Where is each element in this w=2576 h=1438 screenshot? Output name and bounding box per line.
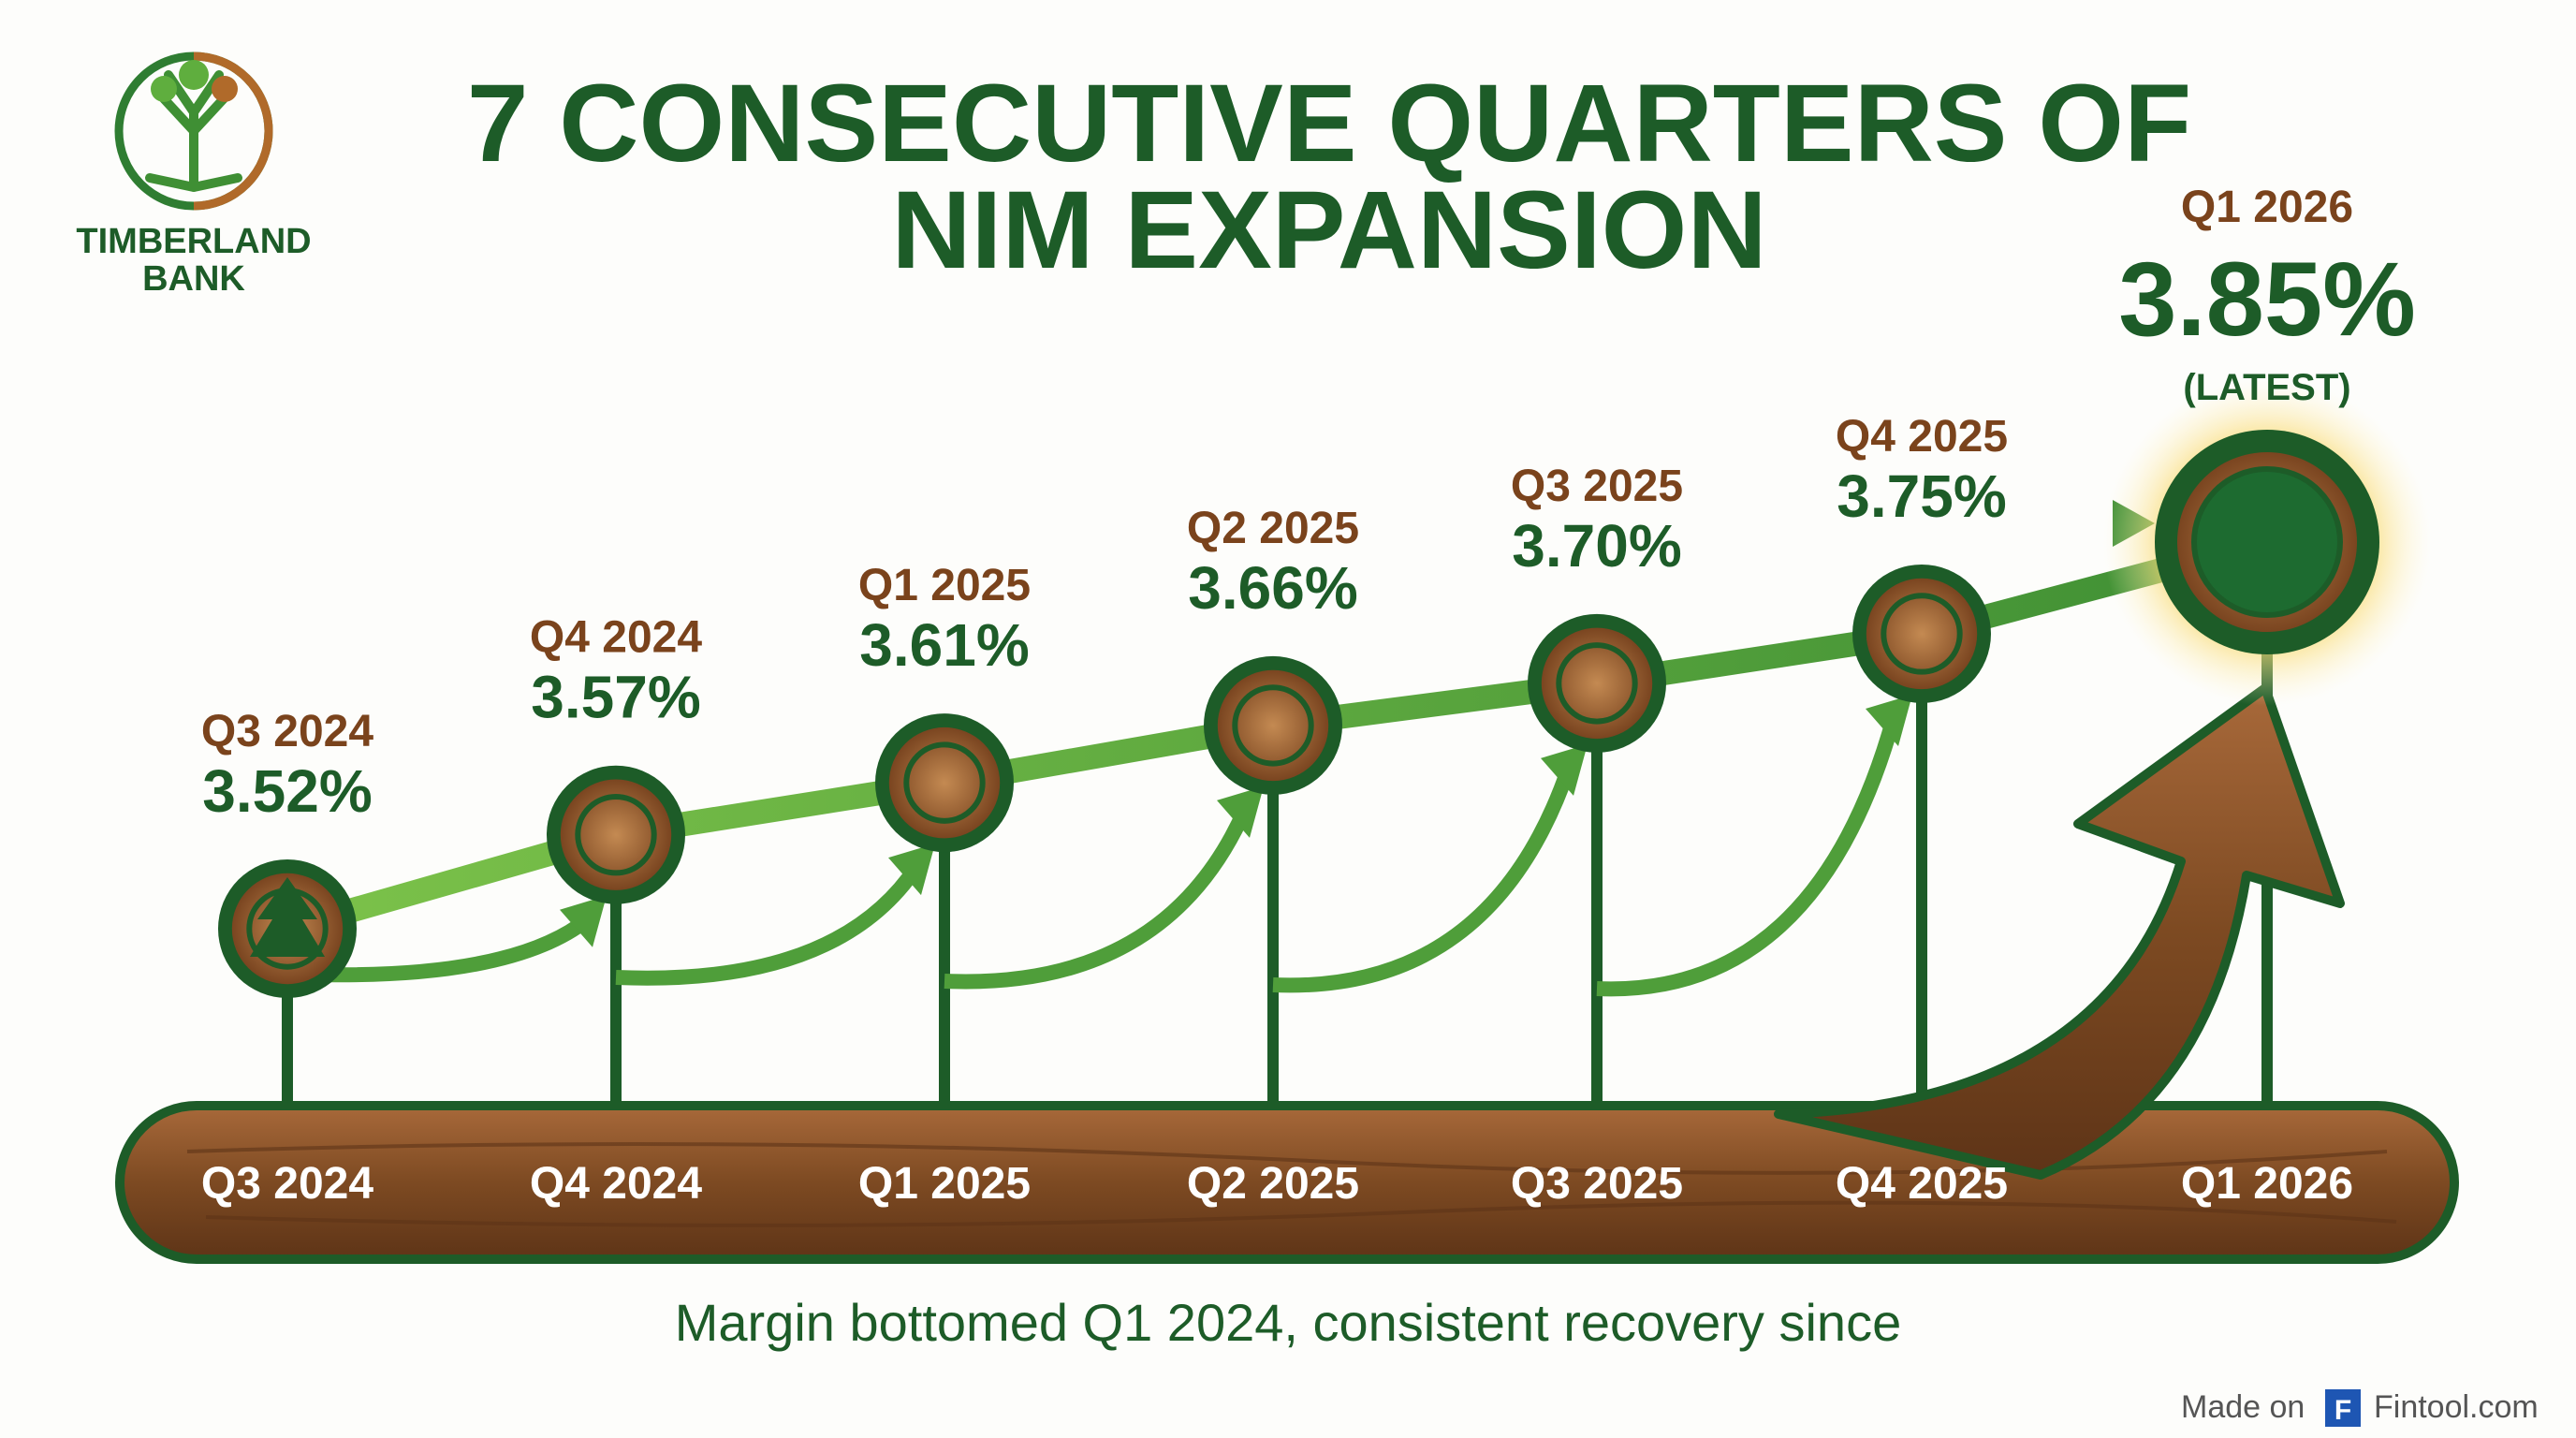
data-point-ring [1881,593,1963,675]
value-label: 3.52% [202,757,372,825]
axis-tick-label: Q3 2025 [1511,1159,1683,1209]
growth-arrow-head [1217,785,1264,838]
quarter-label: Q1 2025 [858,561,1031,610]
brand-line1: TIMBERLAND [76,222,311,261]
data-point-ring [1232,684,1314,767]
fintool-badge[interactable]: Made on F Fintool.com [2181,1389,2539,1427]
timberland-logo: TIMBERLAND BANK [76,51,312,299]
quarter-label: Q4 2025 [1836,412,2008,462]
value-label: 3.61% [859,611,1029,679]
value-label: 3.57% [531,664,700,731]
fintool-logo-icon [2325,1389,2361,1427]
quarter-label: Q3 2024 [201,707,373,756]
brand-line2: BANK [142,259,245,299]
axis-tick-label: Q2 2025 [1187,1159,1359,1209]
axis-tick-label: Q1 2026 [2181,1159,2353,1209]
growth-arrow [944,806,1252,990]
axis-tick-label: Q3 2024 [201,1159,373,1209]
data-point-ring [575,794,657,876]
title-line2: NIM EXPANSION [891,169,1766,292]
growth-arrow-head [888,844,935,896]
axis-tick-label: Q4 2024 [530,1159,702,1209]
growth-arrow-head [1541,743,1588,796]
data-point-ring [1556,642,1638,725]
growth-arrow [615,862,923,986]
subtitle: Margin bottomed Q1 2024, consistent reco… [675,1293,1901,1352]
fintool-site[interactable]: Fintool.com [2374,1389,2539,1425]
value-label: 3.70% [1512,512,1681,580]
pine-tree-icon [250,877,325,957]
axis-tick-label: Q1 2025 [858,1159,1031,1209]
growth-arrow [1596,715,1901,997]
quarter-label: Q3 2025 [1511,462,1683,511]
fintool-logo-letter: F [2334,1395,2351,1426]
value-label: 3.75% [1837,462,2006,530]
made-on-text: Made on [2181,1389,2305,1425]
value-label: 3.66% [1188,554,1357,622]
data-point-ring [2191,466,2343,618]
big-growth-arrow [1774,683,2345,1180]
growth-arrow-head [560,895,607,947]
growth-arrow [286,913,593,983]
growth-arrow [1272,765,1576,993]
latest-annotation: (LATEST) [2183,367,2350,408]
axis-tick-label: Q4 2025 [1836,1159,2008,1209]
quarter-label: Q2 2025 [1187,504,1359,553]
quarter-label: Q1 2026 [2181,183,2353,232]
quarter-label: Q4 2024 [530,613,702,663]
data-point-ring [903,741,986,824]
value-label: 3.85% [2118,241,2416,358]
title-line1: 7 CONSECUTIVE QUARTERS OF [467,62,2191,185]
growth-arrow-head [1866,694,1912,746]
